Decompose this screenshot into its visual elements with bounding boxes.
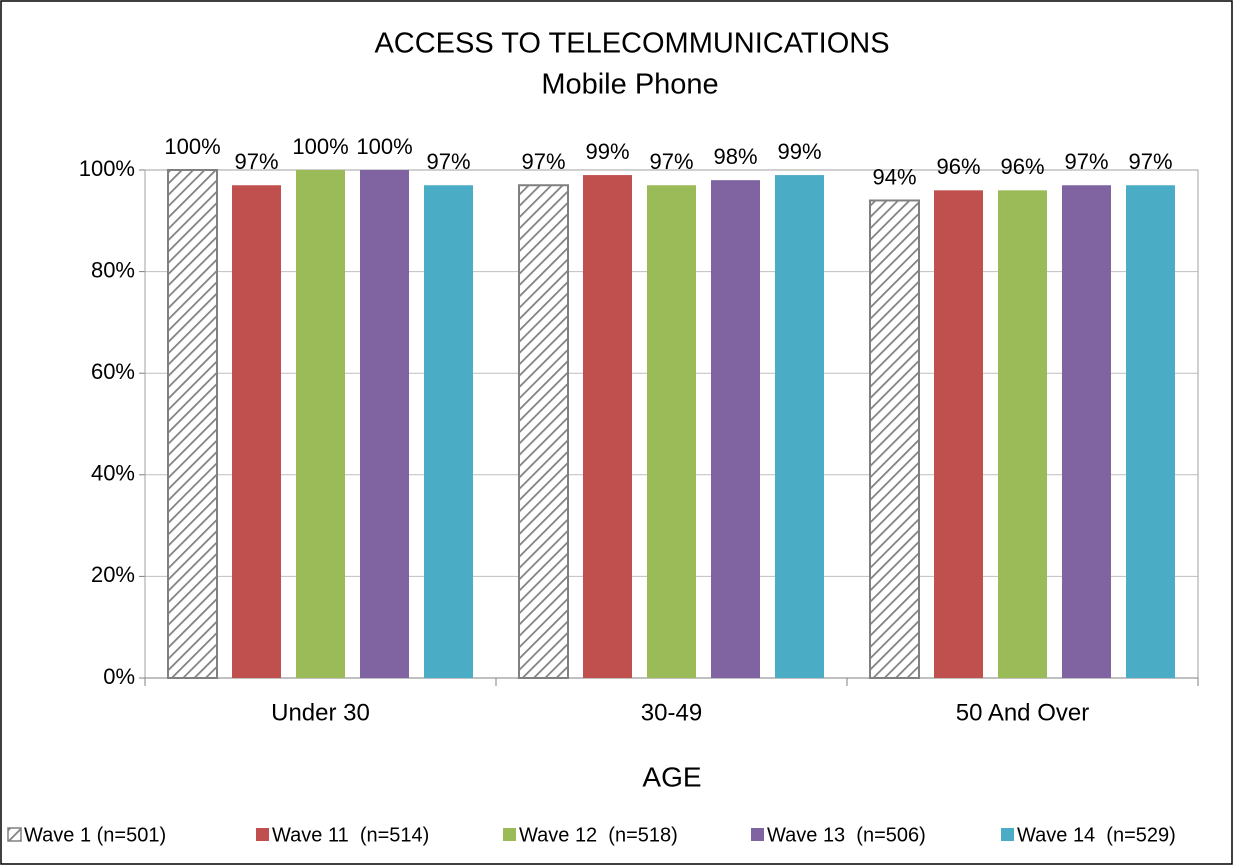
data-label: 97% xyxy=(234,149,278,174)
x-tick-label: Under 30 xyxy=(271,699,370,726)
y-tick-label: 60% xyxy=(91,359,135,384)
data-label: 99% xyxy=(585,139,629,164)
x-axis-title: AGE xyxy=(642,761,701,792)
data-label: 94% xyxy=(872,164,916,189)
bar xyxy=(775,175,824,678)
y-tick-label: 20% xyxy=(91,562,135,587)
legend-label: Wave 1 (n=501) xyxy=(24,824,166,846)
chart-subtitle: Mobile Phone xyxy=(541,69,718,101)
data-label: 99% xyxy=(777,139,821,164)
bar xyxy=(518,184,569,680)
bar xyxy=(998,190,1047,678)
legend-swatch xyxy=(1001,828,1014,841)
x-tick-label: 50 And Over xyxy=(956,699,1089,726)
bar xyxy=(869,199,920,679)
bar xyxy=(647,185,696,679)
bar xyxy=(296,170,345,678)
data-label: 97% xyxy=(521,149,565,174)
data-label: 100% xyxy=(164,134,220,159)
legend-label: Wave 14 (n=529) xyxy=(1017,824,1176,846)
legend-swatch xyxy=(503,828,516,841)
legend-swatch xyxy=(751,828,764,841)
data-label: 97% xyxy=(1064,149,1108,174)
bar xyxy=(583,175,632,678)
bar xyxy=(934,190,983,678)
chart-title: ACCESS TO TELECOMMUNICATIONS xyxy=(374,28,889,60)
data-label: 100% xyxy=(292,134,348,159)
legend-label: Wave 12 (n=518) xyxy=(519,824,678,846)
data-label: 97% xyxy=(426,149,470,174)
y-tick-label: 100% xyxy=(79,156,135,181)
y-tick-label: 40% xyxy=(91,461,135,486)
bar xyxy=(232,185,281,679)
data-label: 97% xyxy=(649,149,693,174)
y-tick-label: 0% xyxy=(103,664,135,689)
bar xyxy=(711,180,760,678)
legend-swatch xyxy=(256,828,269,841)
data-label: 97% xyxy=(1128,149,1172,174)
data-label: 100% xyxy=(356,134,412,159)
x-tick-label: 30-49 xyxy=(641,699,702,726)
legend-label: Wave 13 (n=506) xyxy=(767,824,926,846)
legend-label: Wave 11 (n=514) xyxy=(272,824,429,846)
legend-swatch xyxy=(7,827,22,842)
bar xyxy=(167,169,218,679)
bar xyxy=(1062,185,1111,679)
bar xyxy=(1126,185,1175,679)
data-label: 98% xyxy=(713,144,757,169)
data-label: 96% xyxy=(1000,154,1044,179)
data-label: 96% xyxy=(936,154,980,179)
bar xyxy=(360,170,409,678)
y-tick-label: 80% xyxy=(91,257,135,282)
bar xyxy=(424,185,473,679)
